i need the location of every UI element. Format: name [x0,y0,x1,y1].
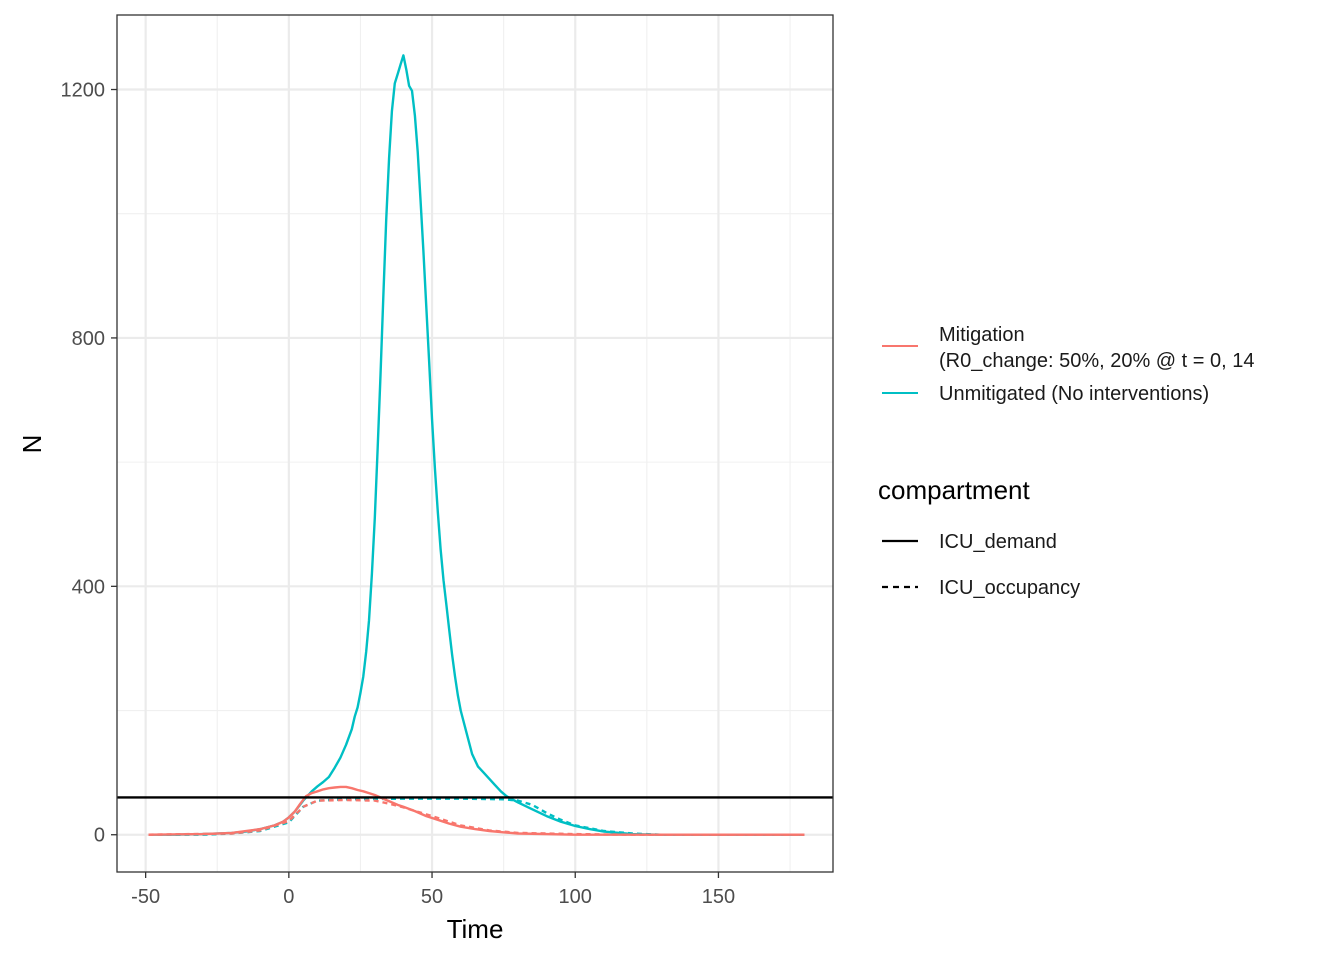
y-tick-label: 400 [72,576,105,598]
legend-label-mitigation-line-2: (R0_change: 50%, 20% @ t = 0, 14 [939,350,1255,372]
color-legend: Mitigation (R0_change: 50%, 20% @ t = 0,… [882,324,1255,405]
x-tick-label: 100 [559,886,592,908]
panel-border-rect [116,14,834,873]
y-tick-label: 0 [94,825,105,847]
y-tick-label: 800 [72,328,105,350]
legend-label-icu-occupancy: ICU_occupancy [939,577,1080,599]
legend-label-mitigation-line-1: Mitigation [939,324,1025,346]
y-axis-title: N [17,435,47,454]
series-lines [148,54,805,836]
panel-border [116,14,834,873]
y-tick-label: 1200 [61,80,106,102]
legend-title-compartment: compartment [878,475,1030,505]
x-tick-label: -50 [131,886,160,908]
linetype-legend: compartment ICU_demand ICU_occupancy [878,475,1080,599]
series-mitigation-icu-demand [148,785,805,836]
legend-label-icu-demand: ICU_demand [939,531,1057,553]
x-tick-label: 150 [702,886,735,908]
legend: Mitigation (R0_change: 50%, 20% @ t = 0,… [878,324,1255,599]
legend-label-unmitigated: Unmitigated (No interventions) [939,383,1209,405]
panel-background [117,15,833,872]
axes: -50 0 50 100 150 0 400 800 1200 [61,80,736,908]
x-tick-label: 50 [421,886,443,908]
plot-panel [117,15,833,872]
x-axis-title: Time [447,914,504,944]
x-tick-label: 0 [283,886,294,908]
series-unmitigated-icu-demand [148,54,805,836]
